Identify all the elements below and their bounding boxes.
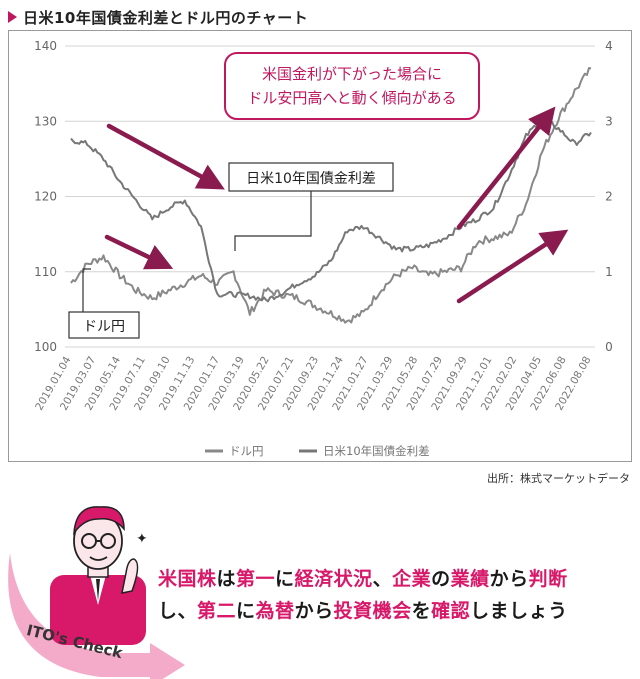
message-text: の [431, 568, 451, 590]
trend-arrow [106, 123, 225, 190]
y-right-tick-label: 1 [605, 265, 613, 279]
spread-label-leader [234, 191, 312, 251]
usdjpy-label-box [68, 311, 140, 339]
check-badge-arrow [8, 553, 185, 679]
y-right-tick-label: 4 [605, 39, 613, 53]
y-left-tick-label: 130 [34, 114, 57, 128]
highlight-text: 判断 [528, 568, 568, 590]
y-left-tick-label: 120 [34, 190, 57, 204]
trend-arrow [456, 229, 569, 304]
chart-title: 日米10年国債金利差とドル円のチャート [23, 8, 309, 27]
check-message-line-2: し、第二に為替から投資機会を確認しましょう [158, 595, 568, 627]
series-line [70, 116, 592, 303]
source-note: 出所：株式マーケットデータ [487, 472, 630, 485]
highlight-text: 経済状況 [294, 568, 373, 590]
legend-label: ドル円 [229, 444, 264, 458]
message-text: は [216, 568, 237, 590]
chart-frame: 100 110 120 130 140 0 1 2 3 4 2019.01.04 2019.03.07… [8, 30, 632, 462]
message-text: に [275, 568, 295, 590]
highlight-text: 確認 [431, 600, 471, 622]
y-right-tick-label: 3 [605, 114, 613, 128]
highlight-text: 為替 [255, 600, 295, 622]
y-left-tick-label: 140 [34, 39, 57, 53]
series-line [70, 67, 592, 324]
highlight-text: 投資機会 [333, 600, 412, 622]
message-text: から [294, 600, 334, 622]
callout-text: 米国金利が下がった場合に [262, 65, 442, 83]
title-marker-icon [8, 11, 17, 23]
advisor-avatar: ✦ [50, 506, 148, 645]
check-illustration: ✦ ITO's Check [8, 506, 185, 679]
callout-box [224, 52, 480, 120]
check-message-line-1: 米国株は第一に経済状況、企業の業績から判断 [158, 563, 568, 595]
check-message: 米国株は第一に経済状況、企業の業績から判断 し、第二に為替から投資機会を確認しま… [158, 563, 568, 627]
highlight-text: 業績 [450, 568, 490, 590]
trend-arrow [456, 106, 556, 230]
spread-label: 日米10年国債金利差 [246, 171, 376, 187]
usdjpy-label: ドル円 [83, 319, 125, 335]
usdjpy-label-leader [82, 268, 91, 312]
message-text: に [236, 600, 256, 622]
trend-arrow [104, 234, 174, 270]
message-text: 、 [372, 568, 393, 590]
message-text: し、 [158, 600, 198, 622]
message-text: から [489, 568, 529, 590]
legend-label: 日米10年国債金利差 [323, 444, 430, 458]
message-text: しましょう [470, 600, 568, 622]
highlight-text: 第二 [197, 600, 237, 622]
highlight-text: 米国株 [158, 568, 217, 590]
highlight-text: 企業 [392, 568, 432, 590]
chart-svg: 100110120130140012342019.01.042019.03.07… [33, 39, 613, 458]
y-left-tick-label: 110 [34, 265, 57, 279]
highlight-text: 第一 [236, 568, 276, 590]
svg-text:✦: ✦ [136, 531, 148, 547]
y-right-tick-label: 0 [605, 340, 613, 354]
message-text: を [411, 600, 432, 622]
y-left-tick-label: 100 [34, 340, 57, 354]
y-right-tick-label: 2 [605, 190, 613, 204]
chart-title-row: 日米10年国債金利差とドル円のチャート [8, 6, 308, 28]
callout-text: ドル安円高へと動く傾向がある [247, 89, 456, 107]
